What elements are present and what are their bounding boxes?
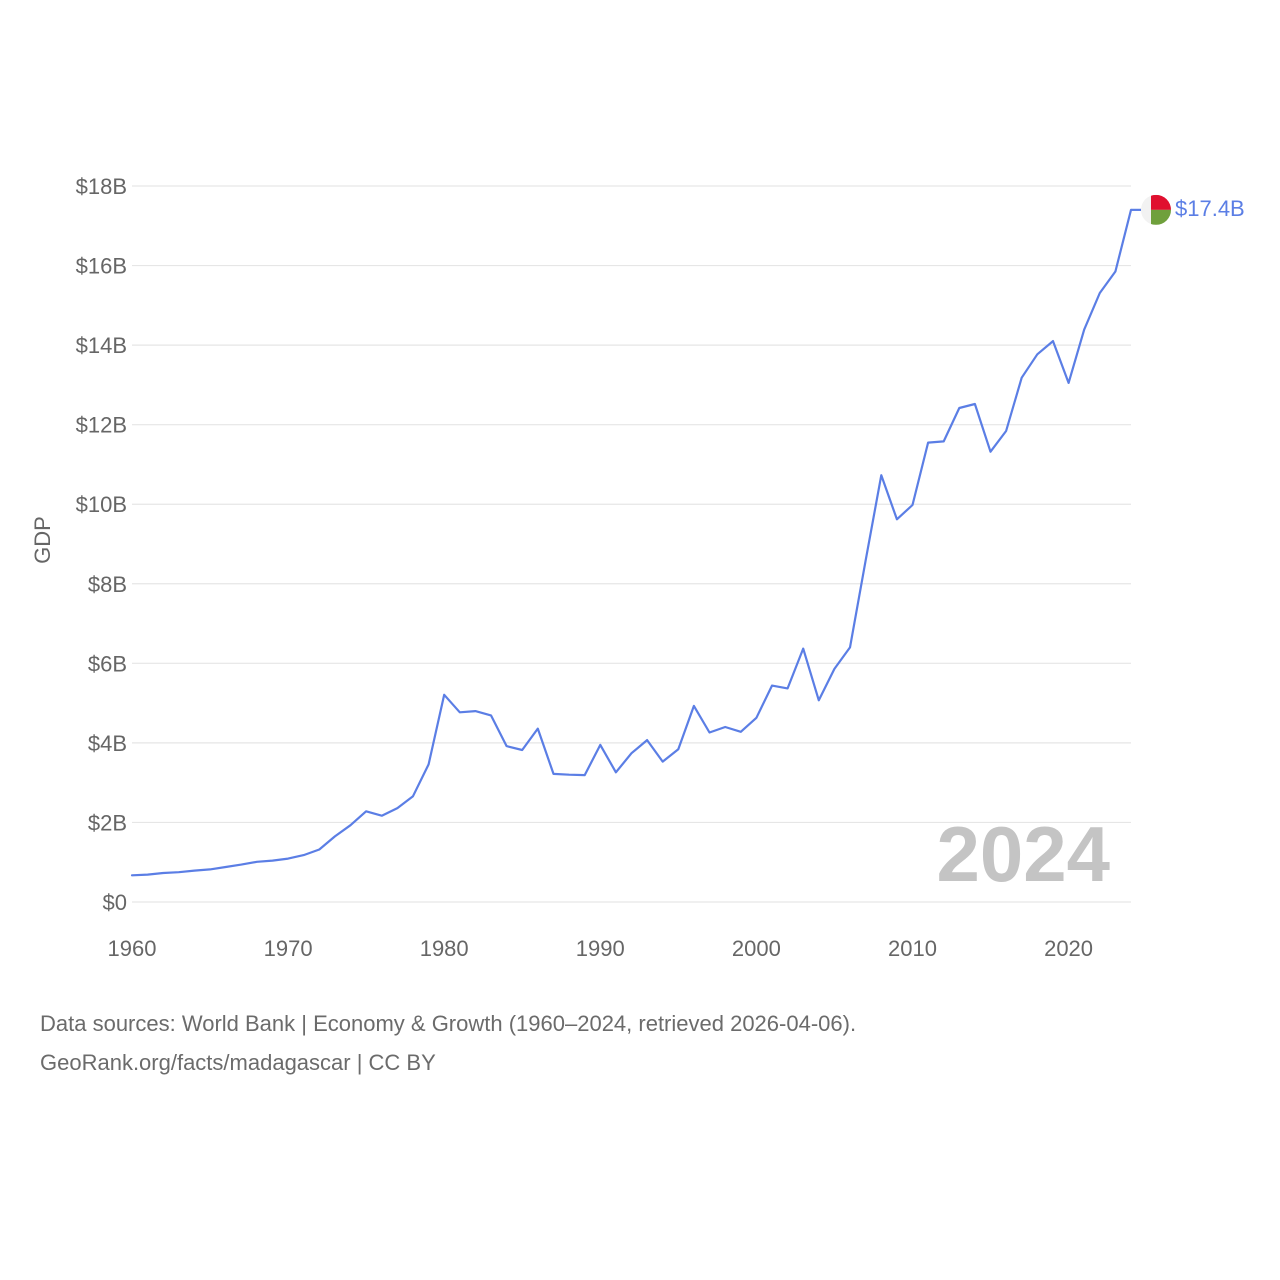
y-tick-label: $4B (88, 731, 127, 756)
y-tick-label: $0 (103, 890, 127, 915)
x-axis-ticks: 1960 1970 1980 1990 2000 2010 2020 (108, 936, 1094, 961)
current-year-watermark: 2024 (936, 810, 1110, 898)
flag-red-band (1151, 194, 1171, 210)
x-tick-label: 1980 (420, 936, 469, 961)
footer: Data sources: World Bank | Economy & Gro… (40, 1004, 856, 1082)
y-tick-label: $14B (76, 333, 127, 358)
series-end-label: $17.4B (1175, 196, 1245, 221)
y-axis-ticks: $0 $2B $4B $6B $8B $10B $12B $14B $16B $18B (76, 174, 127, 915)
y-tick-label: $12B (76, 413, 127, 438)
y-tick-label: $2B (88, 810, 127, 835)
x-tick-label: 2020 (1044, 936, 1093, 961)
flag-fill (1141, 194, 1171, 225)
data-sources-text: Data sources: World Bank | Economy & Gro… (40, 1011, 857, 1036)
x-tick-label: 1990 (576, 936, 625, 961)
madagascar-flag-icon (1141, 194, 1171, 225)
x-tick-label: 1960 (108, 936, 157, 961)
x-tick-label: 1970 (264, 936, 313, 961)
flag-green-band (1151, 209, 1171, 225)
gridlines (132, 185, 1131, 903)
y-tick-label: $8B (88, 572, 127, 597)
series-layer (130, 208, 1141, 877)
x-tick-label: 2010 (888, 936, 937, 961)
y-tick-label: $6B (88, 651, 127, 676)
y-tick-label: $18B (76, 174, 127, 199)
credit-text: GeoRank.org/facts/madagascar | CC BY (40, 1050, 436, 1075)
x-tick-label: 2000 (732, 936, 781, 961)
gdp-line-chart: $0$2B$4B$6B$8B$10B$12B$14B$16B$18B 1960 1… (30, 174, 1245, 961)
y-axis-title: GDP (30, 516, 55, 564)
y-tick-label: $16B (76, 254, 127, 279)
series-line (130, 208, 1133, 877)
y-tick-label: $10B (76, 492, 127, 517)
